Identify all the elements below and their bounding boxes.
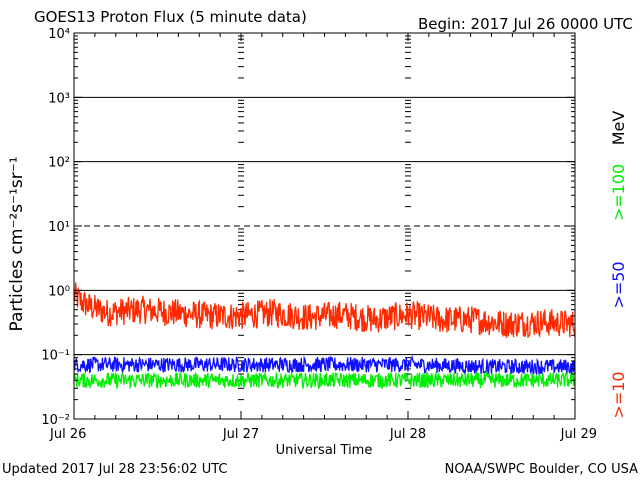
- legend-label: >=100: [609, 164, 628, 221]
- x-tick-label: Jul 29: [560, 427, 597, 442]
- data-series: [73, 282, 576, 391]
- chart-title: GOES13 Proton Flux (5 minute data): [34, 8, 307, 26]
- series-line: [73, 282, 576, 339]
- y-tick-label: 10⁴: [48, 27, 70, 42]
- y-axis-title: Particles cm⁻²s⁻¹sr⁻¹: [7, 156, 27, 331]
- y-tick-label: 10⁰: [48, 284, 70, 299]
- legend-label: >=50: [609, 261, 628, 308]
- credit-line: NOAA/SWPC Boulder, CO USA: [445, 462, 638, 477]
- y-tick-label: 10³: [48, 91, 70, 106]
- x-axis-ticks: Jul 26 Jul 27 Jul 28 Jul 29: [49, 33, 597, 442]
- legend-unit: MeV: [609, 111, 628, 146]
- updated-timestamp: Updated 2017 Jul 28 23:56:02 UTC: [2, 462, 227, 477]
- y-tick-label: 10⁻²: [41, 413, 70, 428]
- grid-lines: [74, 35, 575, 401]
- x-tick-label: Jul 27: [222, 427, 259, 442]
- y-tick-label: 10⁻¹: [41, 349, 70, 364]
- x-tick-label: Jul 26: [49, 427, 86, 442]
- begin-date: Begin: 2017 Jul 26 0000 UTC: [418, 15, 633, 33]
- legend: >=10 >=50 >=100 MeV: [609, 111, 628, 419]
- series-line: [73, 370, 576, 391]
- y-tick-label: 10¹: [48, 220, 70, 235]
- y-axis-ticks: 10⁻² 10⁻¹ 10⁰ 10¹ 10² 10³ 10⁴: [41, 27, 575, 428]
- legend-label: >=10: [609, 371, 628, 418]
- series-line: [73, 354, 576, 375]
- x-axis-title: Universal Time: [276, 443, 373, 458]
- y-tick-label: 10²: [48, 156, 70, 171]
- x-tick-label: Jul 28: [389, 427, 426, 442]
